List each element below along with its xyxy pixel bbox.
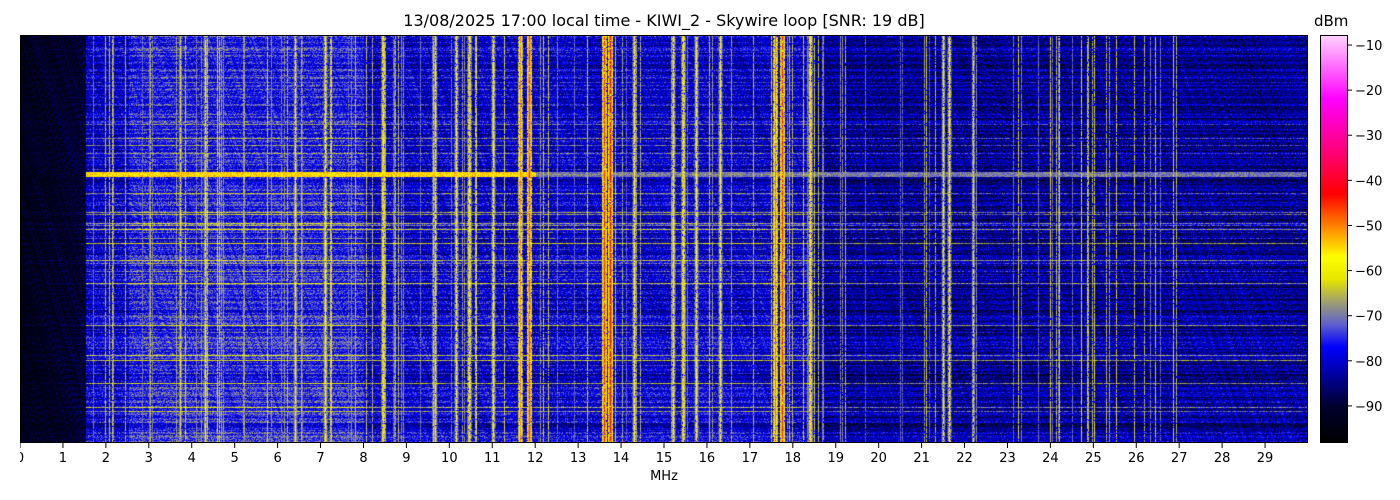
- x-tick-label: 8: [359, 451, 367, 466]
- x-tick-label: 11: [484, 451, 501, 466]
- x-axis-label: MHz: [650, 469, 678, 484]
- colorbar-tick-label: −40: [1355, 174, 1382, 189]
- x-tick-label: 17: [742, 451, 759, 466]
- x-tick-label: 7: [316, 451, 324, 466]
- colorbar-axis: −10 −20 −30 −40 −50 −60 −70 −80 −90: [1348, 39, 1382, 415]
- x-tick-label: 13: [570, 451, 587, 466]
- colorbar-tick-label: −50: [1355, 219, 1382, 234]
- x-tick-label: 6: [273, 451, 281, 466]
- x-tick-label: 4: [188, 451, 196, 466]
- colorbar-tick-label: −30: [1355, 129, 1382, 144]
- x-tick-label: 24: [1042, 451, 1059, 466]
- x-tick-label: 18: [785, 451, 802, 466]
- colorbar-tick-label: −60: [1355, 265, 1382, 280]
- x-axis: 0123456789101112131415161718192021222324…: [20, 443, 1274, 466]
- x-tick-label: 23: [999, 451, 1016, 466]
- x-tick-label: 9: [402, 451, 410, 466]
- colorbar: [1320, 35, 1348, 443]
- colorbar-tick-label: −70: [1355, 310, 1382, 325]
- waterfall-heatmap: [21, 36, 1307, 442]
- x-tick-label: 27: [1171, 451, 1188, 466]
- x-tick-label: 28: [1214, 451, 1231, 466]
- x-tick-label: 20: [870, 451, 887, 466]
- x-tick-label: 10: [441, 451, 458, 466]
- chart-title: 13/08/2025 17:00 local time - KIWI_2 - S…: [403, 11, 925, 30]
- x-tick-label: 25: [1085, 451, 1102, 466]
- colorbar-label: dBm: [1314, 12, 1349, 30]
- x-tick-label: 1: [59, 451, 67, 466]
- x-tick-label: 14: [613, 451, 630, 466]
- plot-area: [20, 35, 1308, 443]
- x-tick-label: 12: [527, 451, 544, 466]
- colorbar-tick-label: −10: [1355, 39, 1382, 54]
- x-tick-label: 21: [913, 451, 930, 466]
- x-tick-label: 15: [656, 451, 673, 466]
- colorbar-tick-label: −80: [1355, 355, 1382, 370]
- x-tick-label: 26: [1128, 451, 1145, 466]
- x-tick-label: 0: [20, 451, 24, 466]
- x-tick-label: 22: [956, 451, 973, 466]
- x-tick-label: 2: [102, 451, 110, 466]
- x-tick-label: 5: [231, 451, 239, 466]
- x-tick-label: 29: [1257, 451, 1274, 466]
- x-tick-label: 19: [827, 451, 844, 466]
- colorbar-tick-label: −20: [1355, 84, 1382, 99]
- colorbar-tick-label: −90: [1355, 400, 1382, 415]
- x-tick-label: 16: [699, 451, 716, 466]
- x-tick-label: 3: [145, 451, 153, 466]
